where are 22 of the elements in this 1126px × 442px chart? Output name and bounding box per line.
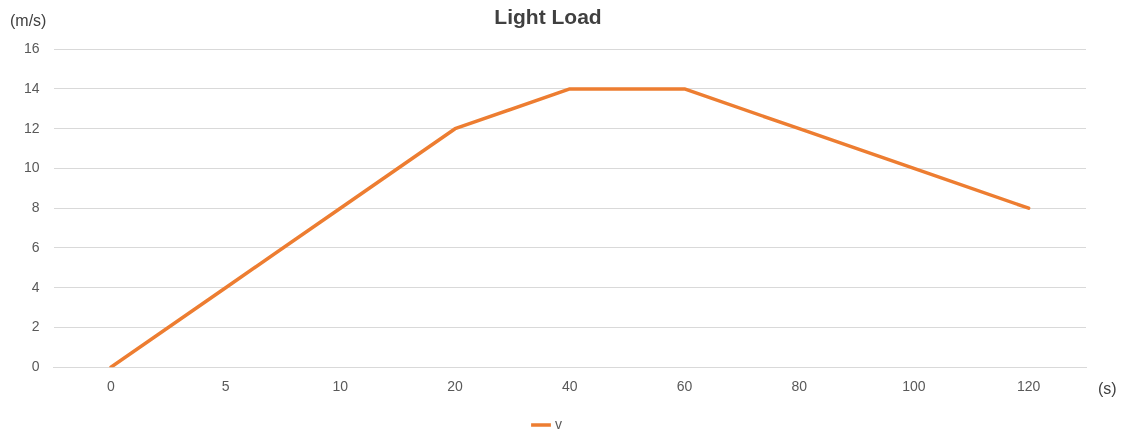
chart-title: Light Load	[494, 5, 602, 29]
y-tick-label: 0	[31, 358, 40, 375]
x-axis-title: (s)	[1098, 379, 1117, 397]
y-tick-label: 16	[23, 40, 40, 57]
y-tick-label: 4	[31, 278, 40, 295]
x-tick-label: 80	[791, 378, 808, 395]
y-tick-label: 12	[23, 119, 40, 136]
y-tick-label: 6	[31, 238, 40, 255]
y-tick-label: 14	[23, 79, 40, 96]
y-tick-label: 10	[23, 159, 40, 176]
x-tick-label: 10	[332, 378, 349, 395]
x-tick-label: 120	[1016, 378, 1041, 395]
x-tick-label: 0	[107, 378, 116, 395]
y-tick-label: 2	[31, 318, 40, 335]
x-tick-label: 5	[221, 378, 230, 395]
y-tick-label: 8	[31, 199, 40, 216]
x-tick-label: 60	[676, 378, 693, 395]
legend-label: v	[555, 415, 562, 432]
x-tick-label: 40	[562, 378, 578, 395]
y-axis-title: (m/s)	[10, 12, 47, 30]
x-tick-label: 100	[902, 378, 926, 395]
x-tick-label: 20	[447, 378, 464, 395]
